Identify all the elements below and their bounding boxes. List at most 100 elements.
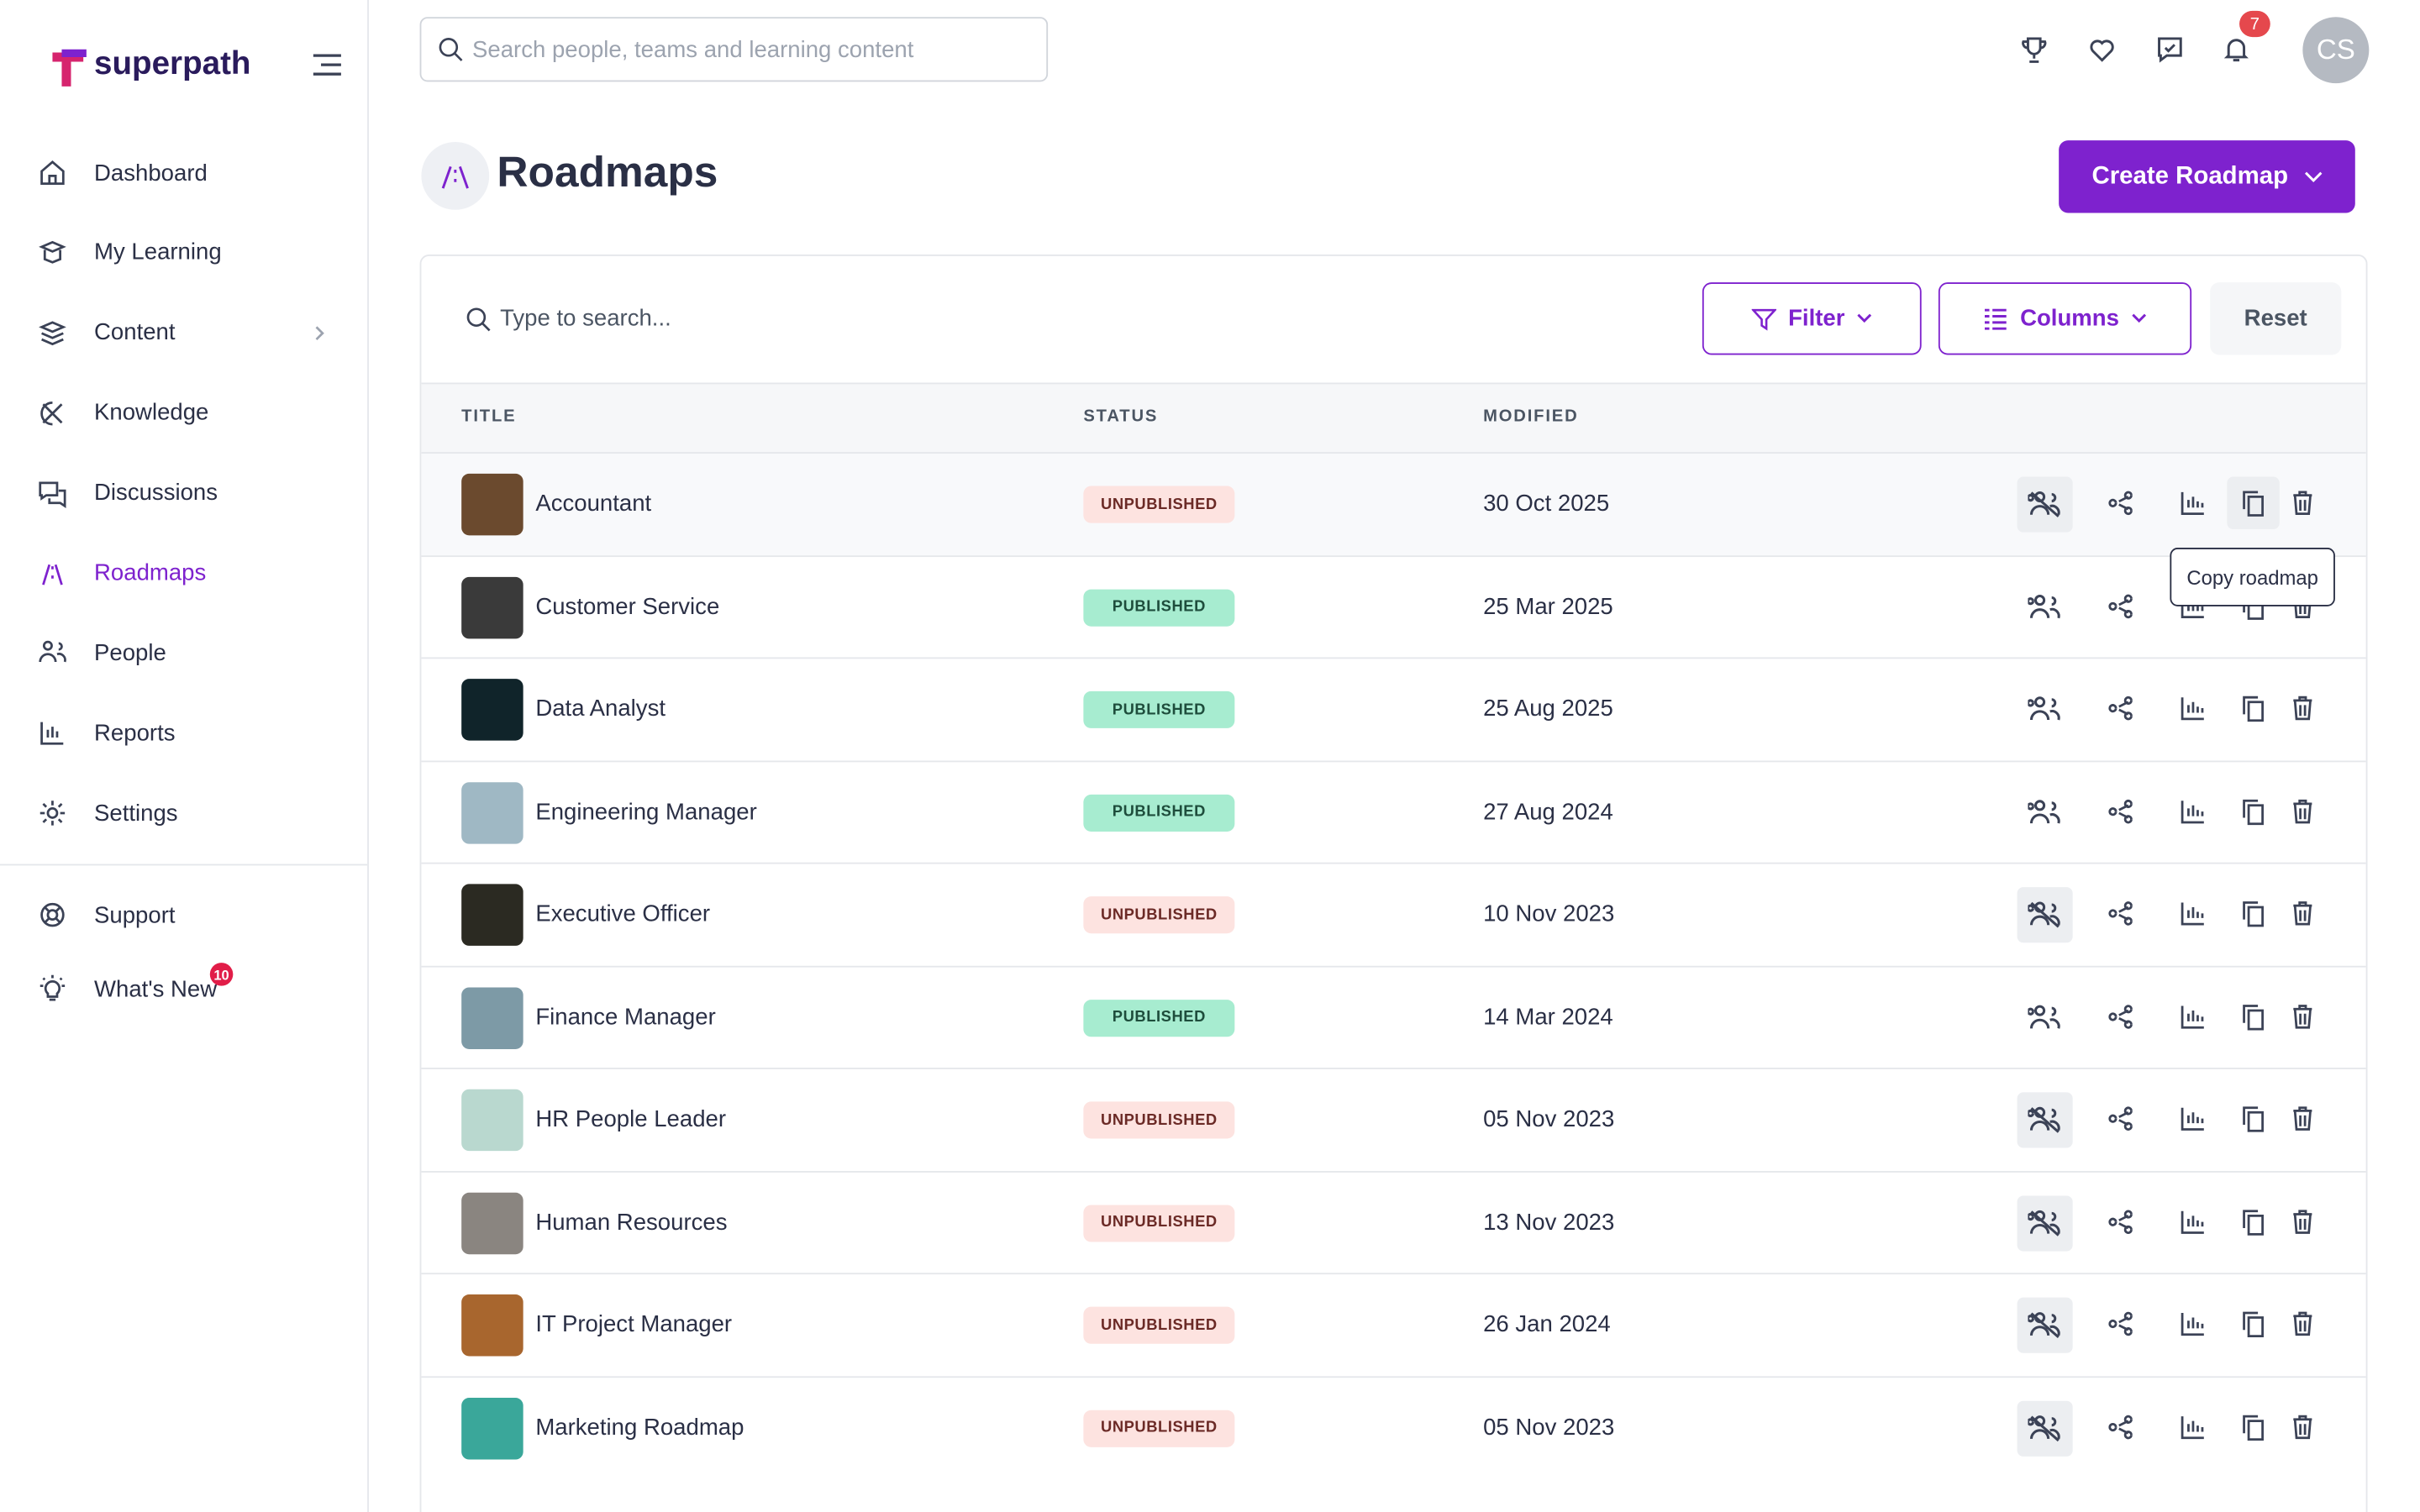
table-row[interactable]: IT Project Manager UNPUBLISHED 26 Jan 2024	[421, 1273, 2366, 1376]
share-button[interactable]	[2097, 580, 2149, 632]
share-button[interactable]	[2097, 785, 2149, 837]
nav-item[interactable]: People	[37, 635, 166, 672]
report-button[interactable]	[2167, 887, 2219, 939]
page-icon	[421, 141, 490, 210]
visibility-button[interactable]	[2018, 990, 2073, 1045]
share-button[interactable]	[2097, 1400, 2149, 1452]
share-button[interactable]	[2097, 887, 2149, 939]
table-row[interactable]: Human Resources UNPUBLISHED 13 Nov 2023	[421, 1170, 2366, 1273]
filter-button[interactable]: Filter	[1702, 282, 1922, 355]
copy-button[interactable]	[2227, 990, 2279, 1042]
share-button[interactable]	[2097, 1298, 2149, 1350]
report-button[interactable]	[2167, 1400, 2219, 1452]
copy-icon	[2243, 1106, 2264, 1132]
nav-icon	[39, 641, 66, 664]
nav-item[interactable]: My Learning	[37, 234, 222, 271]
share-button[interactable]	[2097, 477, 2149, 529]
row-title: IT Project Manager	[535, 1311, 733, 1338]
trophy-icon[interactable]	[2018, 34, 2049, 65]
visibility-button[interactable]	[2017, 887, 2073, 943]
copy-button[interactable]	[2227, 785, 2279, 837]
share-button[interactable]	[2097, 1092, 2149, 1144]
visibility-button[interactable]	[2017, 1297, 2073, 1353]
nav-item[interactable]: Support	[37, 896, 176, 933]
report-button[interactable]	[2167, 1298, 2219, 1350]
delete-button[interactable]	[2276, 1195, 2328, 1247]
copy-button[interactable]	[2227, 1298, 2279, 1350]
copy-button[interactable]	[2227, 1092, 2279, 1144]
visibility-button[interactable]	[2018, 682, 2073, 738]
columns-button[interactable]: Columns	[1938, 282, 2192, 355]
table-row[interactable]: Engineering Manager PUBLISHED 27 Aug 2024	[421, 759, 2366, 864]
share-button[interactable]	[2097, 990, 2149, 1042]
table-row[interactable]: Data Analyst PUBLISHED 25 Aug 2025	[421, 657, 2366, 760]
nav-item[interactable]: Discussions	[37, 475, 218, 512]
bell-icon[interactable]	[2221, 34, 2252, 65]
filter-label: Filter	[1788, 305, 1845, 332]
copy-button[interactable]	[2227, 1400, 2279, 1452]
thumbnail	[461, 1397, 523, 1459]
nav-label: Support	[94, 901, 176, 928]
avatar[interactable]: CS	[2302, 17, 2370, 84]
nav-item[interactable]: Knowledge	[37, 395, 208, 432]
copy-button[interactable]	[2227, 682, 2279, 734]
share-button[interactable]	[2097, 682, 2149, 734]
create-button[interactable]: Create Roadmap	[2059, 140, 2355, 213]
delete-button[interactable]	[2276, 1298, 2328, 1350]
delete-button[interactable]	[2276, 477, 2328, 529]
report-icon	[2181, 902, 2204, 926]
report-button[interactable]	[2167, 682, 2219, 734]
nav-item[interactable]: Roadmaps	[37, 554, 206, 591]
table-search[interactable]: Type to search...	[500, 305, 671, 332]
report-button[interactable]	[2167, 990, 2219, 1042]
delete-button[interactable]	[2276, 682, 2328, 734]
delete-icon	[2293, 696, 2312, 721]
table-row[interactable]: Executive Officer UNPUBLISHED 10 Nov 2023	[421, 862, 2366, 966]
menu-toggle[interactable]	[310, 51, 344, 79]
copy-button[interactable]	[2227, 1195, 2279, 1247]
delete-button[interactable]	[2276, 990, 2328, 1042]
nav-icon	[42, 563, 63, 585]
visibility-button[interactable]	[2017, 476, 2073, 533]
global-search[interactable]: Search people, teams and learning conten…	[419, 17, 1049, 82]
report-button[interactable]	[2167, 1195, 2219, 1247]
team-icon	[2026, 1106, 2060, 1133]
visibility-button[interactable]	[2017, 1194, 2073, 1251]
table-row[interactable]: Finance Manager PUBLISHED 14 Mar 2024	[421, 964, 2366, 1068]
delete-button[interactable]	[2276, 1400, 2328, 1452]
report-button[interactable]	[2167, 1092, 2219, 1144]
copy-icon	[2243, 901, 2264, 927]
visibility-button[interactable]	[2017, 1399, 2073, 1456]
table-row[interactable]: HR People Leader UNPUBLISHED 05 Nov 2023	[421, 1067, 2366, 1171]
visibility-button[interactable]	[2017, 1092, 2073, 1148]
report-icon	[2181, 1415, 2204, 1439]
column-header: TITLE	[461, 407, 517, 426]
nav-item[interactable]: Settings	[37, 795, 178, 832]
reset-button[interactable]: Reset	[2210, 282, 2342, 355]
copy-button[interactable]	[2227, 887, 2279, 939]
report-button[interactable]	[2167, 477, 2219, 529]
share-button[interactable]	[2097, 1195, 2149, 1247]
table-card: Type to search... Filter Columns Reset T…	[419, 255, 2368, 1512]
report-button[interactable]	[2167, 785, 2219, 837]
nav-item[interactable]: What's New	[37, 970, 217, 1007]
nav-item[interactable]: Dashboard	[37, 155, 208, 192]
delete-button[interactable]	[2276, 1092, 2328, 1144]
copy-button[interactable]	[2227, 476, 2280, 529]
report-icon	[2181, 1005, 2204, 1028]
nav-item[interactable]: Reports	[37, 715, 176, 752]
visibility-button[interactable]	[2018, 580, 2073, 635]
table-row[interactable]: Accountant UNPUBLISHED 30 Oct 2025	[421, 452, 2366, 556]
report-icon	[2181, 491, 2204, 515]
expand-chevron	[315, 326, 324, 340]
delete-button[interactable]	[2276, 887, 2328, 939]
status-pill: UNPUBLISHED	[1083, 486, 1235, 523]
nav-item[interactable]: Content	[37, 314, 324, 351]
messages-icon[interactable]	[2154, 34, 2186, 65]
visibility-button[interactable]	[2018, 785, 2073, 840]
page-title: Roadmaps	[497, 148, 718, 197]
delete-button[interactable]	[2276, 785, 2328, 837]
heart-icon[interactable]	[2086, 34, 2118, 65]
table-row[interactable]: Customer Service PUBLISHED 25 Mar 2025	[421, 554, 2366, 658]
table-row[interactable]: Marketing Roadmap UNPUBLISHED 05 Nov 2023	[421, 1375, 2366, 1478]
